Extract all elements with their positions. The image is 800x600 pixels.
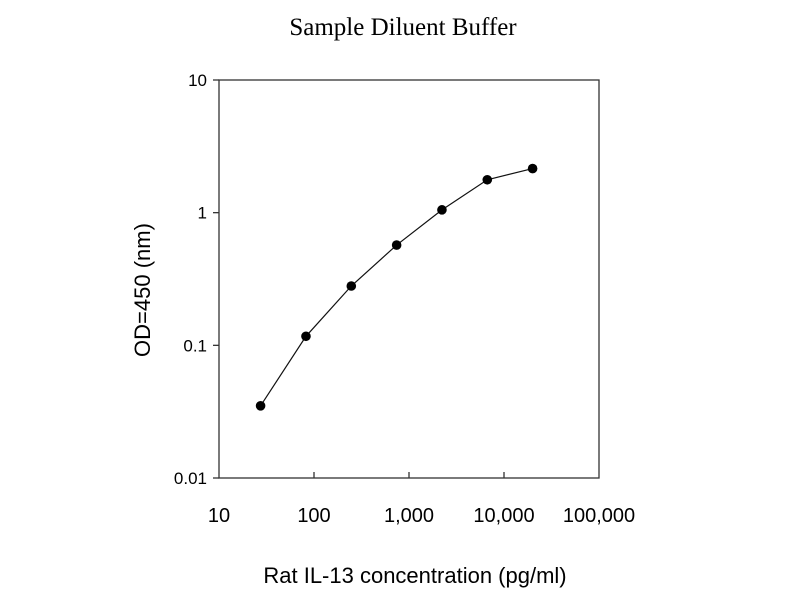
y-tick-label: 0.1 [183, 336, 207, 355]
y-axis-label: OD=450 (nm) [130, 223, 155, 357]
x-tick-label: 10,000 [473, 505, 534, 527]
x-tick-label: 100 [297, 505, 330, 527]
plot-frame [218, 79, 600, 479]
data-point [482, 174, 493, 185]
chart-title: Sample Diluent Buffer [289, 14, 517, 41]
data-point [255, 401, 266, 411]
x-axis-label: Rat IL-13 concentration (pg/ml) [263, 563, 566, 588]
data-point [391, 240, 402, 250]
x-tick-label: 10 [208, 505, 230, 527]
x-tick-label: 100,000 [563, 505, 635, 527]
y-tick-label: 0.01 [174, 469, 207, 488]
data-point [437, 205, 447, 215]
y-tick-label: 1 [198, 204, 207, 223]
y-tick-label: 10 [188, 71, 207, 90]
data-point [346, 281, 357, 291]
series-line [260, 167, 533, 407]
x-tick-label: 1,000 [384, 505, 434, 527]
data-point [301, 331, 311, 342]
data-point [527, 163, 538, 174]
